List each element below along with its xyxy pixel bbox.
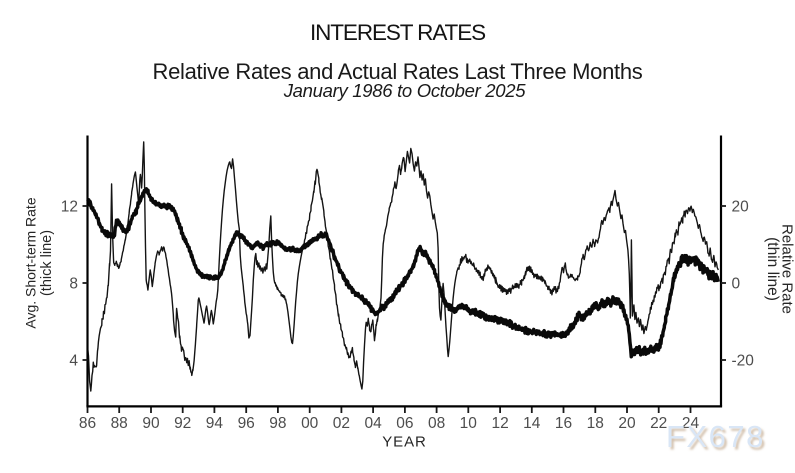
svg-text:24: 24 [682,415,700,432]
svg-text:92: 92 [174,415,191,432]
svg-text:YEAR: YEAR [382,434,426,451]
svg-text:8: 8 [69,275,78,292]
svg-text:86: 86 [79,415,96,432]
svg-text:16: 16 [555,415,572,432]
svg-text:04: 04 [364,415,382,432]
svg-text:08: 08 [428,415,445,432]
svg-text:96: 96 [238,415,255,432]
svg-text:88: 88 [111,415,128,432]
svg-text:4: 4 [69,352,78,369]
svg-text:10: 10 [460,415,478,432]
svg-text:Avg. Short-term Rate: Avg. Short-term Rate [23,197,39,328]
svg-text:Relative Rate: Relative Rate [779,224,795,314]
svg-text:FX678: FX678 [668,421,767,456]
svg-text:06: 06 [396,415,413,432]
svg-text:12: 12 [491,415,508,432]
svg-text:20: 20 [618,415,636,432]
svg-text:02: 02 [333,415,350,432]
svg-text:98: 98 [269,415,286,432]
svg-text:0: 0 [732,275,741,292]
svg-text:20: 20 [732,198,750,215]
svg-text:FX678: FX678 [666,419,765,454]
svg-text:94: 94 [206,415,224,432]
svg-text:-20: -20 [732,352,755,369]
svg-text:(thick line): (thick line) [39,230,55,296]
svg-text:22: 22 [650,415,667,432]
svg-text:14: 14 [523,415,541,432]
svg-text:00: 00 [301,415,319,432]
svg-text:12: 12 [61,198,78,215]
svg-text:18: 18 [587,415,604,432]
svg-text:90: 90 [142,415,160,432]
svg-text:(thin line): (thin line) [764,237,781,301]
